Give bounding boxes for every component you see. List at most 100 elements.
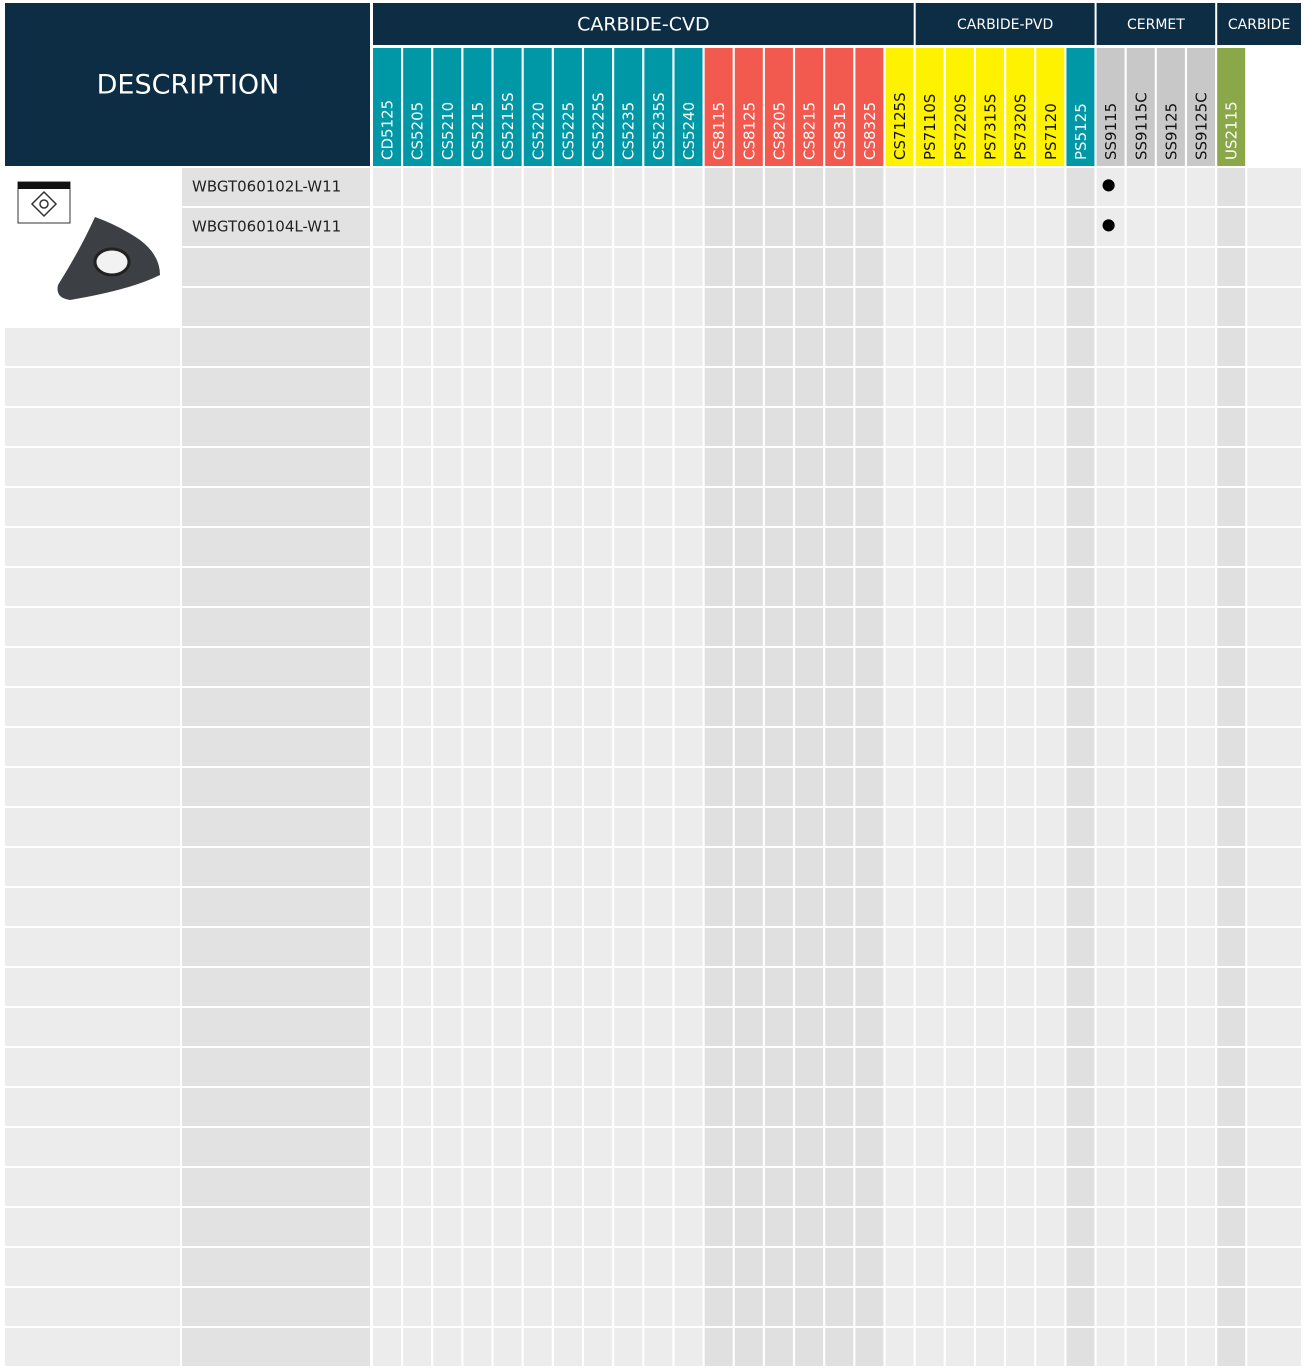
grade-label: PS5125 bbox=[1072, 103, 1090, 160]
grade-cell bbox=[1156, 888, 1185, 926]
grade-cell bbox=[1096, 1288, 1125, 1326]
image-cell bbox=[5, 368, 180, 406]
grade-cell bbox=[704, 808, 733, 846]
grade-cell bbox=[1036, 1288, 1065, 1326]
grade-cell bbox=[704, 1048, 733, 1086]
grade-cell bbox=[523, 248, 552, 286]
grade-cell bbox=[644, 488, 673, 526]
grade-cell bbox=[644, 848, 673, 886]
grade-cell bbox=[584, 928, 613, 966]
grade-cell bbox=[1066, 528, 1095, 566]
grade-cell bbox=[614, 608, 643, 646]
grade-cell bbox=[493, 528, 522, 566]
grade-cell bbox=[976, 488, 1004, 526]
grade-cell bbox=[584, 1048, 613, 1086]
grade-cell bbox=[825, 1008, 854, 1046]
part-number: WBGT060104L-W11 bbox=[192, 218, 341, 236]
grade-cell bbox=[1006, 1008, 1035, 1046]
grade-cell bbox=[553, 528, 582, 566]
grade-cell bbox=[1187, 848, 1216, 886]
grade-cell bbox=[885, 208, 914, 246]
grade-cell bbox=[463, 448, 492, 486]
grade-cell bbox=[463, 848, 492, 886]
grade-cell bbox=[644, 808, 673, 846]
grade-cell bbox=[1066, 888, 1095, 926]
grade-cell bbox=[1096, 488, 1125, 526]
grade-cell bbox=[1187, 1048, 1216, 1086]
grade-cell bbox=[704, 928, 733, 966]
grade-cell bbox=[463, 408, 492, 446]
grade-cell bbox=[493, 1088, 522, 1126]
grade-cell bbox=[704, 448, 733, 486]
grade-cell bbox=[945, 1168, 974, 1206]
grade-cell bbox=[493, 208, 522, 246]
grade-cell bbox=[825, 208, 854, 246]
grade-cell bbox=[614, 888, 643, 926]
grade-cell bbox=[855, 168, 884, 206]
grade-cell bbox=[523, 1008, 552, 1046]
grade-cell bbox=[976, 248, 1004, 286]
grade-cell bbox=[433, 1128, 462, 1166]
grade-cell bbox=[674, 168, 703, 206]
grade-cell bbox=[403, 528, 432, 566]
grade-cell bbox=[373, 488, 401, 526]
grade-cell bbox=[1217, 368, 1246, 406]
grade-cell bbox=[704, 768, 733, 806]
grade-cell bbox=[433, 288, 462, 326]
grade-cell bbox=[644, 1008, 673, 1046]
grade-cell bbox=[433, 1248, 462, 1286]
grade-cell bbox=[493, 488, 522, 526]
extra-cell bbox=[1247, 568, 1301, 606]
grade-cell bbox=[1096, 1328, 1125, 1366]
grade-cell bbox=[795, 328, 824, 366]
grade-cell bbox=[584, 1168, 613, 1206]
grade-cell bbox=[704, 1008, 733, 1046]
grade-cell bbox=[945, 768, 974, 806]
image-cell bbox=[5, 1208, 180, 1246]
grade-cell bbox=[584, 1208, 613, 1246]
grade-cell bbox=[734, 288, 763, 326]
grade-cell bbox=[644, 688, 673, 726]
grade-cell bbox=[825, 288, 854, 326]
grade-cell bbox=[915, 248, 944, 286]
grade-cell bbox=[644, 968, 673, 1006]
grade-cell bbox=[855, 1168, 884, 1206]
grade-cell bbox=[493, 248, 522, 286]
grade-cell bbox=[764, 368, 793, 406]
grade-cell bbox=[674, 768, 703, 806]
grade-cell bbox=[553, 208, 582, 246]
grade-header bbox=[764, 48, 793, 166]
grade-cell bbox=[674, 1128, 703, 1166]
image-cell bbox=[5, 768, 180, 806]
grade-cell bbox=[734, 888, 763, 926]
grade-cell bbox=[493, 1168, 522, 1206]
grade-cell bbox=[1187, 528, 1216, 566]
grade-cell bbox=[614, 728, 643, 766]
grade-cell bbox=[1096, 648, 1125, 686]
grade-cell bbox=[523, 208, 552, 246]
grade-cell bbox=[1066, 808, 1095, 846]
image-cell bbox=[5, 688, 180, 726]
grade-cell bbox=[1217, 1128, 1246, 1166]
grade-cell bbox=[1126, 368, 1155, 406]
grade-cell bbox=[463, 1288, 492, 1326]
grade-cell bbox=[433, 1168, 462, 1206]
grade-cell bbox=[1217, 1008, 1246, 1046]
grade-cell bbox=[764, 648, 793, 686]
grade-cell bbox=[1096, 328, 1125, 366]
grade-cell bbox=[1187, 968, 1216, 1006]
grade-cell bbox=[493, 768, 522, 806]
grade-cell bbox=[795, 688, 824, 726]
grade-cell bbox=[885, 1048, 914, 1086]
grade-cell bbox=[1126, 168, 1155, 206]
grade-cell bbox=[734, 848, 763, 886]
grade-cell bbox=[885, 688, 914, 726]
grade-cell bbox=[463, 968, 492, 1006]
grade-cell bbox=[1126, 1208, 1155, 1246]
grade-cell bbox=[885, 528, 914, 566]
grade-cell bbox=[553, 688, 582, 726]
grade-cell bbox=[553, 1288, 582, 1326]
extra-cell bbox=[1247, 808, 1301, 846]
extra-cell bbox=[1247, 968, 1301, 1006]
